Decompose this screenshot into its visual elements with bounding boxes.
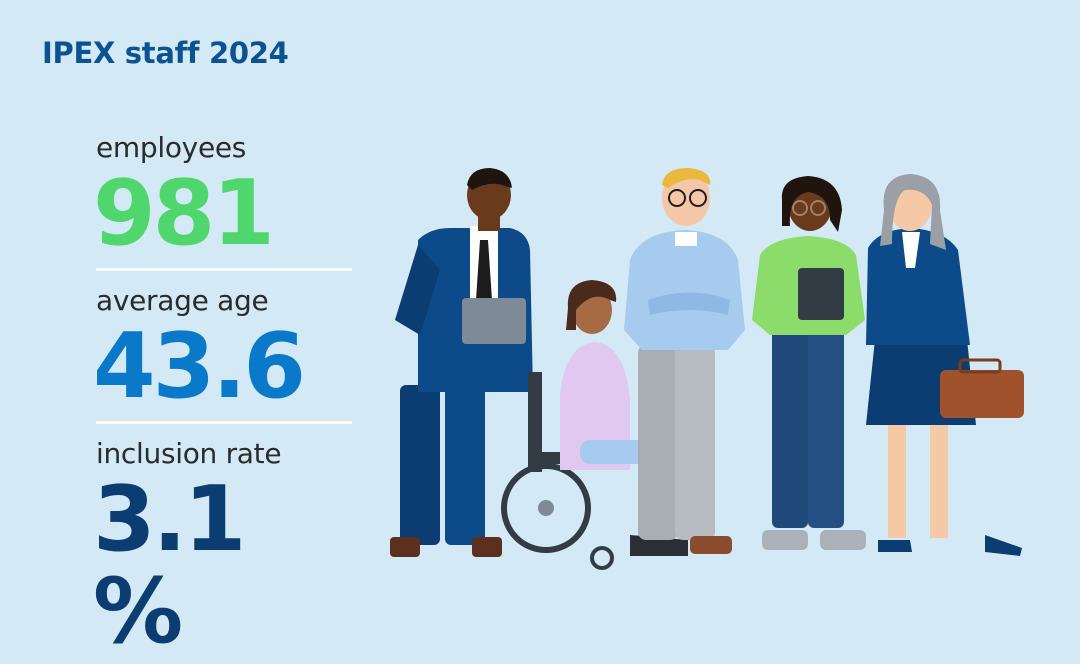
stat-value-employees: 981: [93, 161, 275, 266]
page-title: IPEX staff 2024: [42, 36, 289, 70]
man-in-navy-suit-figure: [390, 168, 533, 557]
stat-label-employees: employees: [96, 131, 247, 164]
stat-label-inclusion-rate: inclusion rate: [96, 437, 282, 470]
stat-value-inclusion-rate: 3.1 %: [93, 467, 246, 664]
stat-label-average-age: average age: [96, 284, 269, 317]
woman-green-sweater-figure: [752, 176, 866, 550]
staff-illustration: [390, 168, 1024, 570]
divider: [96, 421, 352, 424]
stat-value-average-age: 43.6: [93, 314, 306, 419]
divider: [96, 268, 352, 271]
man-with-glasses-figure: [624, 168, 745, 554]
stats-panel: employees 981 average age 43.6 inclusion…: [93, 128, 352, 664]
woman-navy-blazer-figure: [866, 174, 1024, 556]
